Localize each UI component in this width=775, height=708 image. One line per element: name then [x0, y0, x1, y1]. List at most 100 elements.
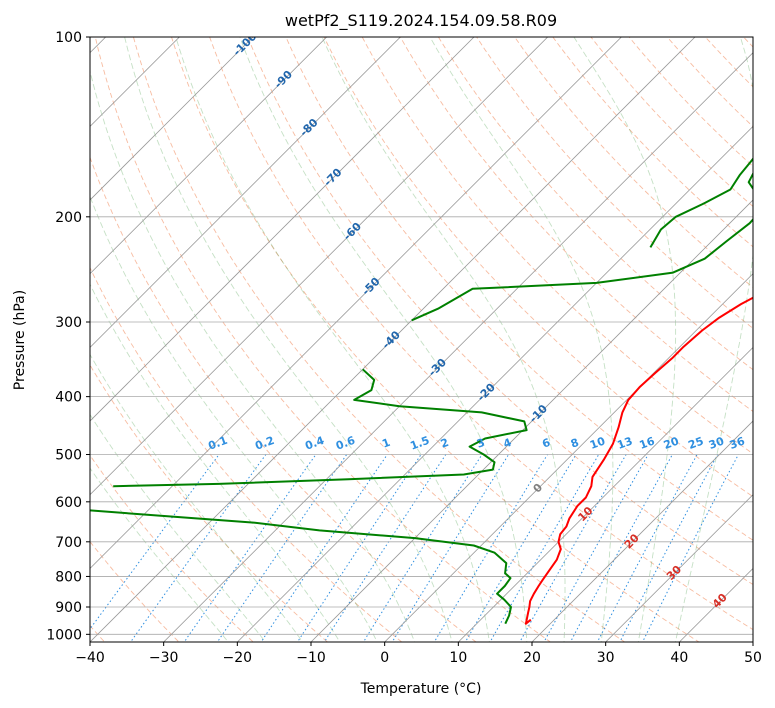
x-tick-label: 0	[380, 650, 389, 666]
mixing-ratio-label: 1	[380, 436, 392, 451]
moist-adiabat	[90, 413, 266, 642]
x-tick-label: 30	[597, 650, 615, 666]
isotherm-line	[90, 37, 254, 201]
dry-adiabat	[171, 37, 700, 642]
isotherm-line	[605, 494, 753, 642]
y-tick-label: 300	[55, 315, 82, 331]
isotherms	[90, 37, 753, 642]
mixing-ratio-line	[90, 454, 220, 630]
mixing-ratio-line	[362, 454, 483, 642]
moist-adiabat	[573, 37, 677, 642]
mixing-ratio-label: 2	[439, 436, 451, 451]
dry-adiabat	[399, 37, 753, 412]
y-tick-label: 1000	[46, 627, 82, 643]
moist-adiabat	[90, 69, 416, 642]
mixing-ratio-line	[433, 454, 548, 642]
mixing-ratio-label: 25	[687, 434, 706, 451]
dewpoint-profile	[649, 157, 753, 248]
profiles	[90, 157, 753, 625]
mixing-ratio-label: 16	[638, 434, 657, 452]
mixing-ratio-label: 10	[588, 434, 607, 452]
isotherm-line	[457, 346, 753, 642]
moist-adiabat	[175, 37, 490, 642]
x-tick-label: 50	[744, 650, 762, 666]
isotherm-line	[90, 37, 180, 127]
moist-adiabat	[90, 195, 378, 642]
mixing-ratio-line	[464, 454, 577, 642]
mixing-ratio-line	[569, 454, 673, 642]
isotherm-line	[90, 37, 696, 642]
dry-adiabat	[90, 540, 180, 642]
y-tick-label: 200	[55, 210, 82, 226]
dewpoint-profile	[411, 171, 753, 322]
x-tick-label: −30	[149, 650, 179, 666]
temperature-profile	[524, 296, 753, 625]
dry-adiabat	[132, 37, 626, 642]
mixing-ratio-line	[296, 454, 422, 642]
isotherm-line	[236, 125, 753, 642]
dry-adiabats	[90, 37, 753, 642]
mixing-ratio-lines	[90, 454, 739, 642]
dry-adiabat	[209, 37, 753, 631]
mixing-ratio-line	[129, 454, 267, 642]
isotherm-line	[90, 37, 475, 422]
mixing-ratio-label: 0.4	[303, 434, 326, 453]
dry-adiabat	[90, 266, 403, 642]
moist-adiabat	[124, 37, 453, 642]
mixing-ratio-label: 0.6	[334, 434, 357, 453]
dewpoint-profile	[90, 509, 512, 625]
mixing-ratio-label: 3	[475, 436, 487, 451]
y-axis-label: Pressure (hPa)	[12, 290, 28, 390]
mixing-ratio-label: 36	[728, 434, 747, 452]
dry-adiabat	[476, 37, 753, 329]
isotherm-line	[384, 273, 753, 642]
mixing-ratio-line	[260, 454, 388, 642]
x-tick-label: 20	[523, 650, 541, 666]
y-tick-label: 400	[55, 390, 82, 406]
isotherm-line	[90, 37, 401, 348]
mixing-ratio-line	[619, 454, 719, 642]
isotherm-line	[90, 37, 622, 569]
y-tick-label: 800	[55, 569, 82, 585]
mixing-ratio-label: 20	[662, 434, 681, 452]
mixing-ratio-line	[323, 454, 447, 642]
y-axis: 100 200 300 400 500 600 700 800 900 1000	[46, 30, 90, 643]
mixing-ratio-line	[183, 454, 317, 642]
y-tick-label: 500	[55, 448, 82, 464]
plot-frame	[89, 36, 754, 643]
x-tick-label: 40	[670, 650, 688, 666]
dry-adiabat	[247, 37, 753, 586]
chart-title: wetPf2_S119.2024.154.09.58.R09	[285, 11, 557, 31]
moist-adiabat	[321, 37, 566, 642]
isotherm-line	[310, 199, 753, 642]
x-axis-label: Temperature (°C)	[360, 681, 482, 697]
y-tick-label: 700	[55, 535, 82, 551]
x-axis: −40 −30 −20 −10 0 10 20 30 40 50	[75, 642, 762, 666]
dry-adiabat	[285, 37, 753, 541]
x-tick-label: 10	[449, 650, 467, 666]
dry-adiabat	[323, 37, 753, 498]
y-tick-label: 100	[55, 30, 82, 46]
mixing-ratio-line	[391, 454, 510, 642]
dry-adiabat	[514, 37, 753, 288]
x-tick-label: −10	[296, 650, 326, 666]
isotherm-line	[90, 37, 328, 275]
dewpoint-profile	[113, 368, 528, 488]
mixing-ratio-label: 0.1	[206, 434, 229, 453]
mixing-ratio-label: 6	[540, 436, 552, 451]
dry-adiabat	[94, 37, 552, 642]
moist-adiabat	[429, 37, 614, 642]
pressure-gridlines	[90, 37, 753, 635]
mixing-ratio-label: 4	[502, 436, 514, 451]
mixing-ratio-label: 8	[569, 436, 581, 451]
mixing-ratio-label: 30	[707, 434, 726, 452]
moist-adiabat	[90, 467, 229, 642]
mixing-ratio-line	[596, 454, 698, 642]
moist-adiabat	[90, 353, 304, 642]
moist-adiabats	[90, 37, 753, 642]
isotherm-line	[90, 37, 549, 496]
x-tick-label: −20	[223, 650, 253, 666]
mixing-ratio-label: 1.5	[408, 434, 431, 453]
moist-adiabat	[239, 37, 528, 642]
